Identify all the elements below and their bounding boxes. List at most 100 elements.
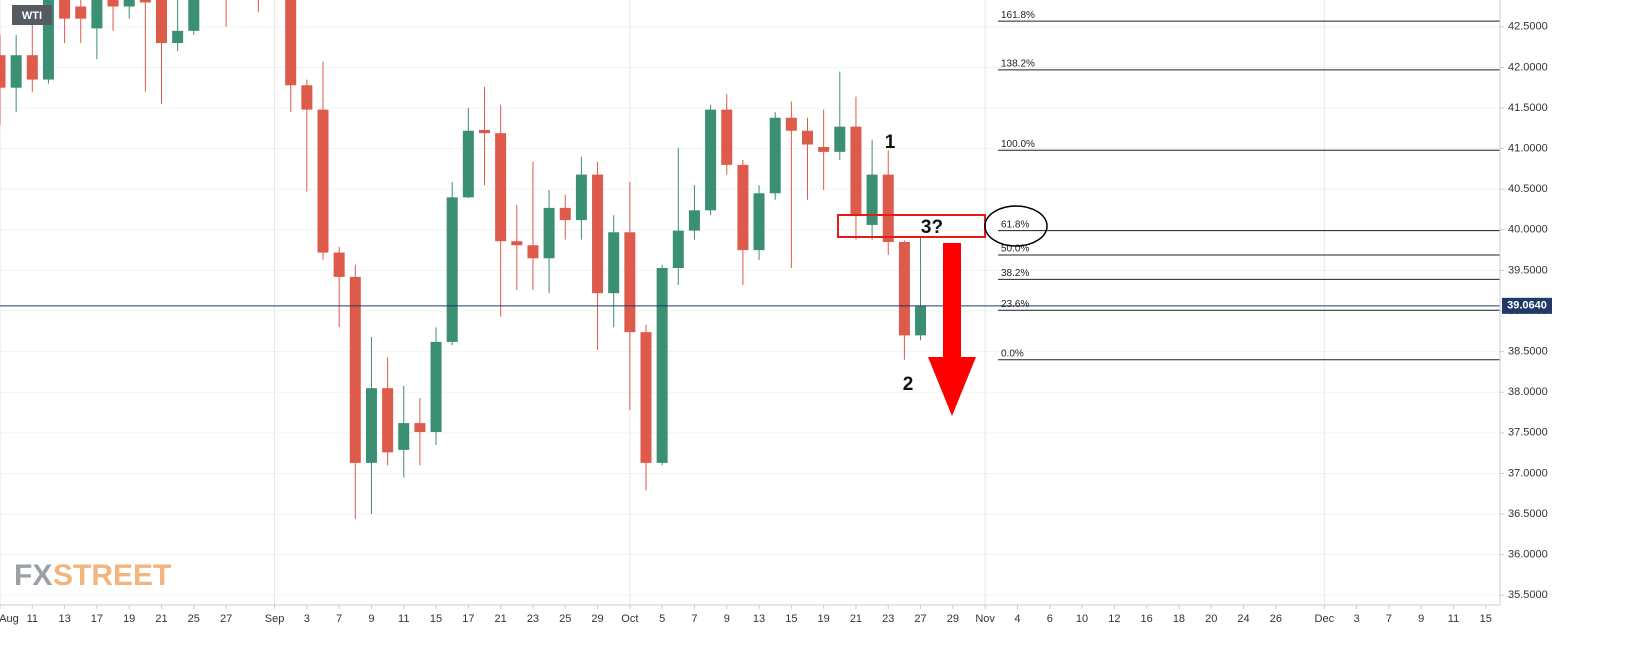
x-tick-label: 24 <box>1237 613 1249 625</box>
candle-body <box>866 174 878 225</box>
x-tick-label: Dec <box>1315 613 1335 625</box>
y-tick-label: 37.0000 <box>1508 467 1548 479</box>
fib-label: 100.0% <box>1001 139 1035 150</box>
x-tick-label: 3 <box>304 613 310 625</box>
candle-body <box>382 388 394 453</box>
candle-body <box>511 241 523 246</box>
candle-body <box>10 55 22 88</box>
arrow-head <box>928 357 976 416</box>
candle-body <box>802 130 813 145</box>
x-tick-label: 17 <box>462 613 474 625</box>
x-tick-label: 29 <box>947 613 959 625</box>
candle-body <box>414 423 426 433</box>
x-tick-label: 11 <box>398 613 409 625</box>
fib-label: 23.6% <box>1001 299 1029 310</box>
candle-body <box>156 0 167 44</box>
candle-body <box>462 130 474 198</box>
candle-body <box>915 306 927 336</box>
candle-body <box>753 193 765 251</box>
candle-body <box>75 6 87 19</box>
y-tick-label: 37.5000 <box>1508 427 1548 439</box>
candle-body <box>769 117 781 194</box>
candle-body <box>285 0 297 86</box>
x-tick-label: 27 <box>220 613 232 625</box>
x-tick-label: 13 <box>753 613 765 625</box>
y-tick-label: 38.0000 <box>1508 386 1548 398</box>
candle-body <box>59 0 71 19</box>
candle-body <box>721 109 733 165</box>
x-tick-label: 19 <box>818 613 830 625</box>
candle-body <box>559 207 571 221</box>
arrow-shaft <box>943 243 961 358</box>
fib-label: 0.0% <box>1001 348 1024 359</box>
candle-body <box>107 0 119 7</box>
logo-left: FX <box>14 559 52 592</box>
y-tick-label: 36.5000 <box>1508 508 1548 520</box>
candle-body <box>527 245 539 259</box>
y-tick-label: 36.0000 <box>1508 549 1548 561</box>
x-tick-label: 11 <box>27 613 38 625</box>
y-tick-label: 35.5000 <box>1508 589 1548 601</box>
annotation: 1 <box>885 132 896 153</box>
candle-body <box>139 0 151 3</box>
y-tick-label: 42.5000 <box>1508 21 1548 33</box>
x-tick-label: 5 <box>659 613 665 625</box>
fib-label: 161.8% <box>1001 10 1035 21</box>
y-tick-label: 40.5000 <box>1508 183 1548 195</box>
candle-body <box>624 232 636 333</box>
x-tick-label: 26 <box>1270 613 1282 625</box>
x-tick-label: Oct <box>621 613 638 625</box>
candle-body <box>592 174 604 294</box>
candle-body <box>26 55 38 80</box>
candle-body <box>785 117 797 131</box>
x-tick-label: 16 <box>1141 613 1153 625</box>
x-tick-label: 21 <box>850 613 862 625</box>
annotation: 3? <box>921 217 943 238</box>
candles <box>0 0 927 519</box>
x-tick-label: 7 <box>336 613 342 625</box>
x-tick-label: 7 <box>691 613 697 625</box>
x-tick-label: 27 <box>914 613 926 625</box>
x-tick-label: 15 <box>430 613 442 625</box>
x-tick-label: 19 <box>123 613 135 625</box>
x-tick-label: 7 <box>1386 613 1392 625</box>
candle-body <box>317 109 329 253</box>
y-tick-label: 40.0000 <box>1508 224 1548 236</box>
x-tick-label: 9 <box>1418 613 1424 625</box>
candle-body <box>495 133 507 242</box>
overlay: 39.0640 161.8% 138.2% 100.0% 61.8% 50.0% 38.2%… <box>0 10 1552 395</box>
fib-label: 50.0% <box>1001 244 1029 255</box>
candle-body <box>898 242 910 336</box>
candle-body <box>688 210 700 231</box>
fib-label: 38.2% <box>1001 268 1029 279</box>
x-tick-label: 15 <box>785 613 797 625</box>
candle-body <box>656 267 668 463</box>
y-tick-label: 38.5000 <box>1508 346 1548 358</box>
x-tick-label: 25 <box>559 613 571 625</box>
x-tick-label: 25 <box>188 613 200 625</box>
x-tick-label: 9 <box>368 613 374 625</box>
candle-body <box>818 146 830 152</box>
y-tick-label: 41.5000 <box>1508 102 1548 114</box>
x-tick-label: 29 <box>591 613 603 625</box>
candle-body <box>608 232 620 294</box>
x-tick-label: 13 <box>58 613 70 625</box>
candle-body <box>0 55 6 88</box>
candle-body <box>446 197 458 342</box>
candle-body <box>672 230 684 268</box>
symbol-tag <box>12 5 52 25</box>
y-tick-label: 41.0000 <box>1508 143 1548 155</box>
x-tick-label: 9 <box>724 613 730 625</box>
x-tick-label: Sep <box>265 613 285 625</box>
last-price-label: 39.0640 <box>1507 300 1547 312</box>
candle-body <box>834 126 846 152</box>
candle-body <box>172 30 184 44</box>
annotation: 2 <box>903 374 914 395</box>
candle-body <box>705 109 717 211</box>
last-price-box <box>1502 297 1552 314</box>
fib-label: 138.2% <box>1001 58 1035 69</box>
x-tick-label: Aug <box>0 613 19 625</box>
candle-body <box>188 0 200 31</box>
